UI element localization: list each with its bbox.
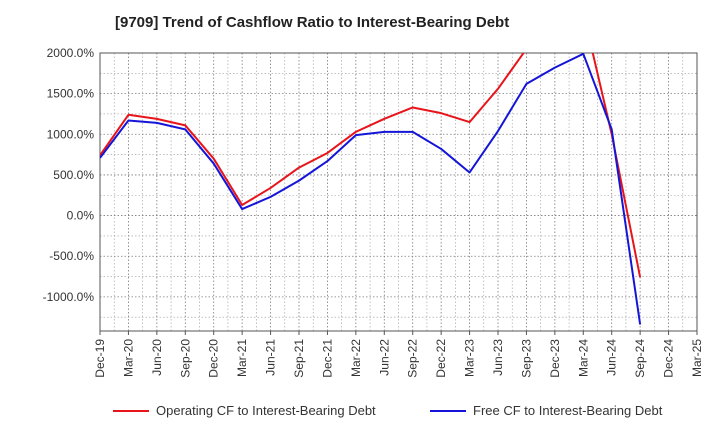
x-tick-label: Jun-20 bbox=[150, 339, 164, 376]
x-tick-label: Dec-23 bbox=[548, 339, 562, 378]
x-tick-label: Mar-25 bbox=[690, 339, 704, 377]
plot-border bbox=[99, 52, 698, 332]
x-tick-label: Sep-24 bbox=[633, 339, 647, 378]
x-tick-label: Sep-20 bbox=[178, 339, 192, 378]
x-tick-label: Sep-21 bbox=[292, 339, 306, 378]
legend-label: Operating CF to Interest-Bearing Debt bbox=[156, 403, 376, 418]
series-line-operating-cf bbox=[100, 53, 642, 278]
x-tick-label: Mar-24 bbox=[576, 339, 590, 377]
x-tick-label: Sep-23 bbox=[519, 339, 533, 378]
x-tick-label: Dec-21 bbox=[320, 339, 334, 378]
x-tick-label: Mar-20 bbox=[121, 339, 135, 377]
x-tick-label: Jun-24 bbox=[605, 339, 619, 376]
y-tick-label: 500.0% bbox=[53, 168, 94, 182]
x-tick-label: Mar-21 bbox=[235, 339, 249, 377]
x-tick-label: Jun-22 bbox=[377, 339, 391, 376]
x-tick-label: Mar-23 bbox=[463, 339, 477, 377]
chart-title: [9709] Trend of Cashflow Ratio to Intere… bbox=[115, 14, 510, 31]
y-tick-label: 2000.0% bbox=[47, 46, 95, 60]
y-tick-label: 0.0% bbox=[67, 209, 95, 223]
x-tick-label: Dec-20 bbox=[207, 339, 221, 378]
series-group bbox=[100, 53, 642, 325]
y-tick-label: -1000.0% bbox=[43, 290, 95, 304]
y-tick-label: 1000.0% bbox=[47, 127, 95, 141]
x-tick-label: Dec-24 bbox=[662, 339, 676, 378]
y-tick-label: 1500.0% bbox=[47, 87, 95, 101]
x-tick-label: Jun-21 bbox=[264, 339, 278, 376]
x-tick-label: Dec-22 bbox=[434, 339, 448, 378]
x-tick-label: Jun-23 bbox=[491, 339, 505, 376]
x-tick-label: Sep-22 bbox=[406, 339, 420, 378]
legend-label: Free CF to Interest-Bearing Debt bbox=[473, 403, 663, 418]
plot-area bbox=[100, 53, 697, 331]
x-tick-label: Dec-19 bbox=[93, 339, 107, 378]
series-line-free-cf bbox=[100, 53, 642, 325]
y-tick-label: -500.0% bbox=[49, 249, 94, 263]
legend-free-cf: Free CF to Interest-Bearing Debt bbox=[430, 403, 663, 418]
x-tick-label: Mar-22 bbox=[349, 339, 363, 377]
legend-operating-cf: Operating CF to Interest-Bearing Debt bbox=[113, 403, 376, 418]
